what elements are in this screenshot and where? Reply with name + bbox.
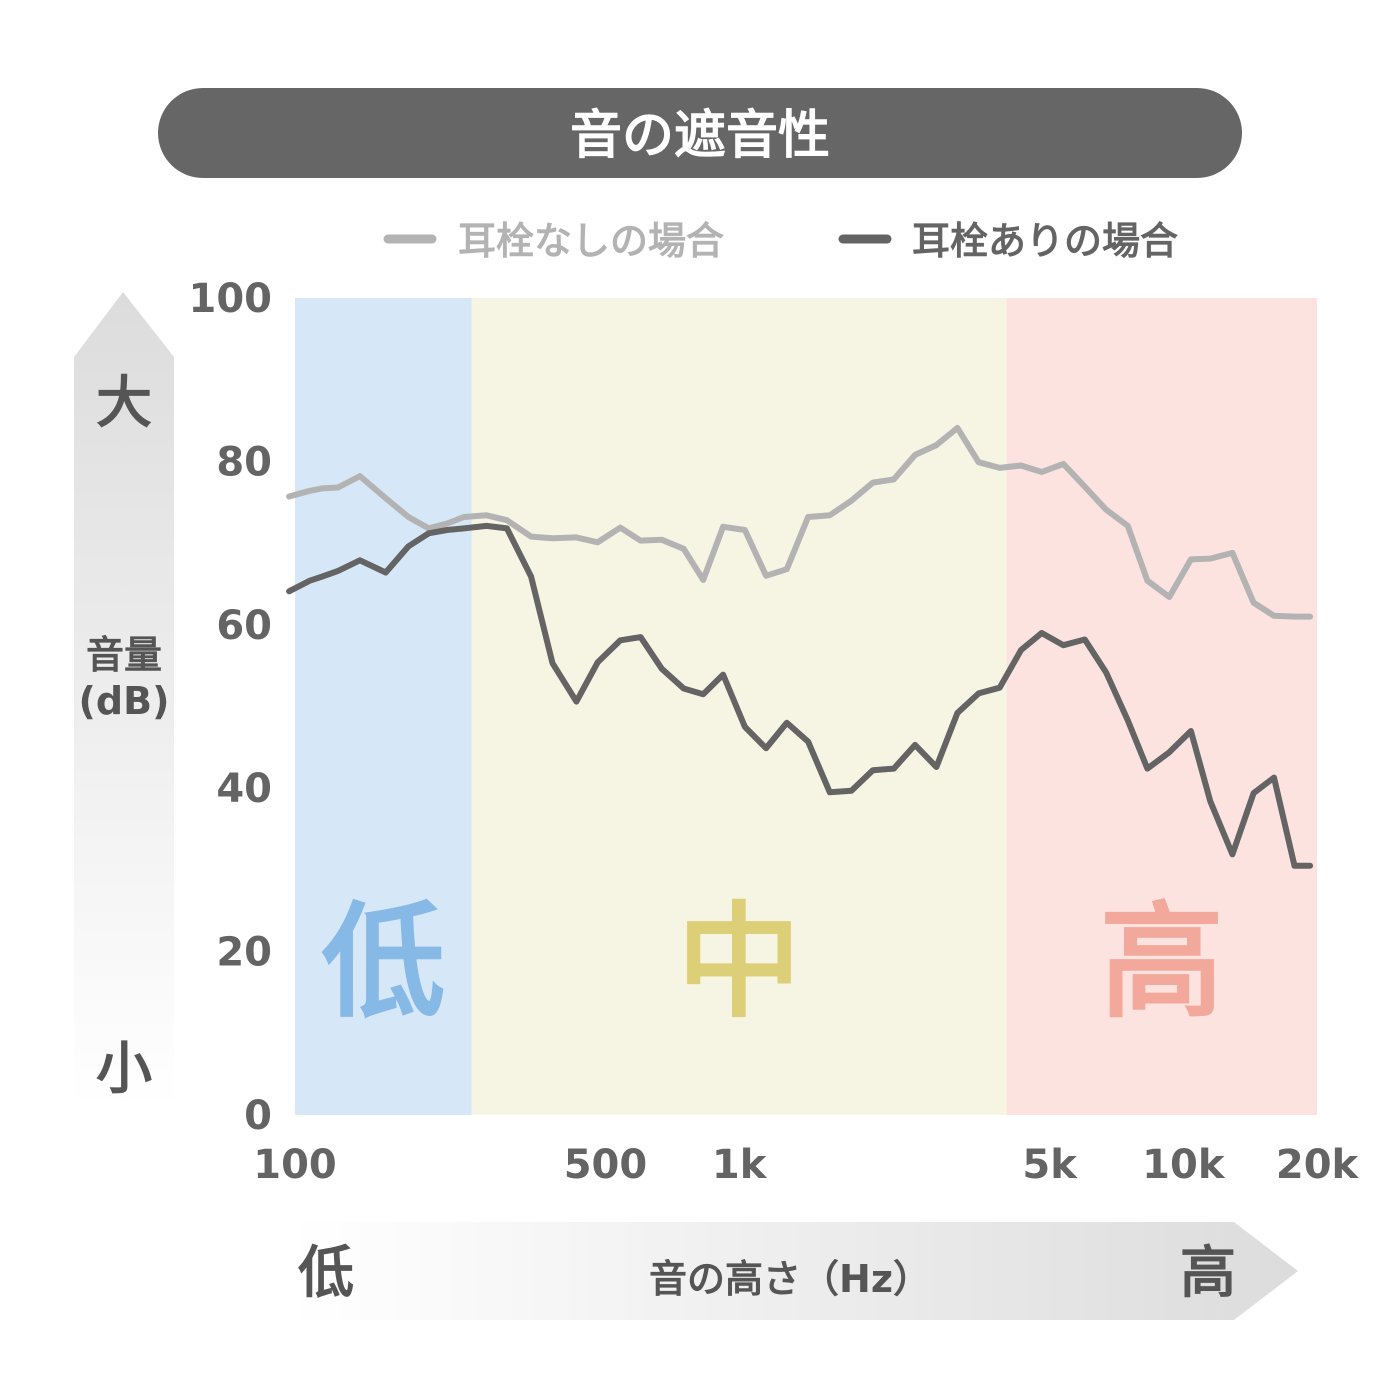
x-axis-ticks: 100 500 1k 5k 10k 20k — [253, 1142, 1359, 1188]
y-tick-label: 20 — [216, 930, 272, 976]
y-axis-title: 音量(dB) — [79, 633, 170, 723]
x-axis-low-label: 低 — [298, 1241, 354, 1306]
x-tick-label: 100 — [253, 1142, 337, 1188]
x-tick-label: 1k — [712, 1142, 768, 1188]
y-axis-volume-arrow — [74, 292, 174, 1108]
legend: 耳栓なしの場合 耳栓ありの場合 — [383, 219, 1178, 263]
y-axis-low-label: 小 — [96, 1037, 152, 1102]
series-line-1 — [286, 522, 1314, 869]
chart-title: 音の遮音性 — [570, 106, 830, 166]
series-lines — [286, 424, 1314, 869]
x-tick-label: 10k — [1142, 1142, 1226, 1188]
y-tick-label: 40 — [216, 766, 272, 812]
series-line-0 — [286, 424, 1314, 620]
x-tick-label: 20k — [1276, 1142, 1360, 1188]
band-label-2: 高 — [1100, 891, 1224, 1035]
frequency-bands: 低中高 — [295, 298, 1317, 1115]
band-2 — [1006, 298, 1317, 1115]
y-tick-label: 100 — [189, 276, 273, 322]
legend-label-with-earplugs: 耳栓ありの場合 — [912, 219, 1178, 263]
title-pill — [158, 88, 1242, 178]
x-tick-label: 500 — [564, 1142, 648, 1188]
band-label-1: 中 — [677, 891, 801, 1035]
x-tick-label: 5k — [1022, 1142, 1078, 1188]
y-tick-label: 80 — [216, 439, 272, 485]
x-axis-title: 音の高さ（Hz） — [649, 1257, 931, 1301]
x-axis-pitch-arrow — [292, 1222, 1298, 1320]
band-label-0: 低 — [321, 891, 445, 1035]
legend-label-without-earplugs: 耳栓なしの場合 — [458, 219, 724, 263]
band-0 — [295, 298, 472, 1115]
y-axis-high-label: 大 — [96, 371, 152, 436]
y-tick-label: 60 — [216, 603, 272, 649]
x-axis-high-label: 高 — [1180, 1241, 1236, 1306]
y-tick-label: 0 — [244, 1093, 272, 1139]
y-axis-ticks: 0 20 40 60 80 100 — [189, 276, 273, 1139]
